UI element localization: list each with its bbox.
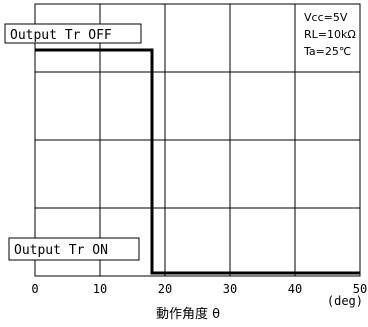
x-axis-ticks: 0 10 20 30 40 50	[31, 282, 367, 296]
series-layer	[35, 48, 360, 275]
x-tick-label-10: 10	[93, 282, 107, 296]
x-axis-label: 動作角度 θ	[156, 306, 220, 322]
state-label-off: Output Tr OFF	[4, 23, 142, 44]
plot-frame	[34, 3, 361, 277]
state-label-off-text: Output Tr OFF	[10, 28, 112, 43]
condition-rl: RL=10kΩ	[304, 28, 356, 41]
x-tick-label-0: 0	[31, 282, 38, 296]
x-tick-label-40: 40	[288, 282, 302, 296]
x-tick-label-50: 50	[353, 282, 367, 296]
condition-vcc: Vcc=5V	[304, 11, 348, 24]
conditions-box: Vcc=5V RL=10kΩ Ta=25℃	[303, 11, 356, 58]
grid	[35, 4, 360, 276]
state-label-on: Output Tr ON	[8, 237, 140, 261]
condition-ta: Ta=25℃	[303, 45, 351, 58]
x-axis-unit: (deg)	[327, 294, 363, 308]
x-tick-label-20: 20	[158, 282, 172, 296]
x-tick-label-30: 30	[223, 282, 237, 296]
state-label-on-text: Output Tr ON	[14, 243, 108, 258]
series-line-0	[35, 48, 360, 275]
